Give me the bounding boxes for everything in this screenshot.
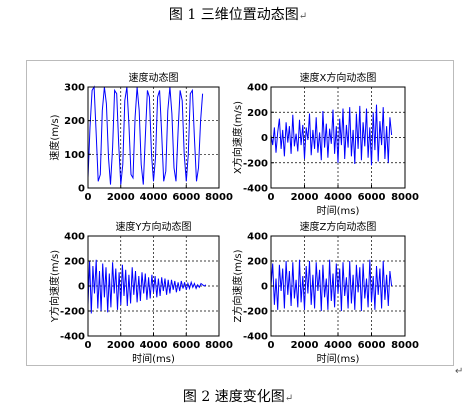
paragraph-return-mark: ↵ xyxy=(455,366,464,377)
x-axis-label: 时间(ms) xyxy=(317,204,360,217)
x-tick-label: 6000 xyxy=(172,192,200,203)
chart-title: 速度动态图 xyxy=(129,71,179,84)
chart-title: 速度Y方向动态图 xyxy=(115,220,191,233)
x-tick-label: 4000 xyxy=(324,192,352,203)
y-tick-label: 400 xyxy=(64,232,85,243)
x-tick-label: 0 xyxy=(268,340,275,351)
y-tick-label: 400 xyxy=(247,232,268,243)
series-line xyxy=(87,85,204,185)
x-tick-label: 2000 xyxy=(107,192,135,203)
y-tick-label: 0 xyxy=(261,133,268,144)
chart-title: 速度Z方向动态图 xyxy=(300,220,377,233)
chart-panel-2: 0 2000 4000 6000 8000 -400 -200 0 200 400 速度X方向动态图… xyxy=(231,71,419,217)
caption-bottom-text: 图 2 速度变化图 xyxy=(182,389,285,405)
x-tick-label: 0 xyxy=(85,192,92,203)
series-line xyxy=(270,104,393,166)
y-tick-label: 200 xyxy=(64,116,85,127)
series-line xyxy=(270,259,393,312)
x-tick-label: 4000 xyxy=(140,192,168,203)
x-tick-label: 0 xyxy=(268,192,275,203)
x-tick-label: 2000 xyxy=(291,340,319,351)
x-tick-label: 8000 xyxy=(391,340,419,351)
y-axis-label: Y方向速度(m/s) xyxy=(48,250,61,323)
y-tick-label: 200 xyxy=(247,257,268,268)
y-tick-label: 100 xyxy=(64,150,85,161)
x-tick-label: 6000 xyxy=(358,340,386,351)
figure-caption-top: 图 1 三维位置动态图↵ xyxy=(0,4,476,24)
chart-title: 速度X方向动态图 xyxy=(300,71,377,84)
x-axis-label: 时间(ms) xyxy=(317,352,360,365)
y-tick-label: -400 xyxy=(243,332,268,343)
chart-panel-3: 0 2000 4000 6000 8000 -400 -200 0 200 400 速度Y方向动态图… xyxy=(48,220,233,365)
x-tick-label: 0 xyxy=(85,340,92,351)
x-tick-label: 6000 xyxy=(358,192,386,203)
y-axis-label: 速度(m/s) xyxy=(48,114,61,160)
y-tick-label: 200 xyxy=(64,257,85,268)
y-tick-label: -400 xyxy=(243,184,268,195)
y-tick-label: -200 xyxy=(243,307,268,318)
x-axis-label: 时间(ms) xyxy=(132,352,175,365)
y-tick-label: -400 xyxy=(60,332,85,343)
figure-caption-bottom: 图 2 速度变化图↵ xyxy=(0,386,476,406)
x-tick-label: 4000 xyxy=(140,340,168,351)
y-tick-label: 200 xyxy=(247,108,268,119)
caption-bottom-return-mark: ↵ xyxy=(284,393,294,404)
y-tick-label: 0 xyxy=(78,184,85,195)
y-tick-label: 0 xyxy=(78,282,85,293)
series-line xyxy=(87,259,207,314)
x-tick-label: 8000 xyxy=(205,340,233,351)
chart-panel-4: 0 2000 4000 6000 8000 -400 -200 0 200 400 速度Z方向动态图… xyxy=(231,220,419,365)
x-tick-label: 2000 xyxy=(291,192,319,203)
x-tick-label: 8000 xyxy=(205,192,233,203)
y-tick-label: -200 xyxy=(60,307,85,318)
figure-frame xyxy=(26,60,454,366)
x-tick-label: 2000 xyxy=(107,340,135,351)
y-tick-label: 400 xyxy=(247,83,268,94)
y-axis-label: X方向速度(m/s) xyxy=(231,101,244,174)
caption-top-return-mark: ↵ xyxy=(298,11,308,22)
y-tick-label: 300 xyxy=(64,83,85,94)
y-axis-label: Z方向速度(m/s) xyxy=(231,249,244,322)
x-tick-label: 6000 xyxy=(172,340,200,351)
y-tick-label: 0 xyxy=(261,282,268,293)
y-tick-label: -200 xyxy=(243,158,268,169)
x-tick-label: 4000 xyxy=(324,340,352,351)
caption-top-text: 图 1 三维位置动态图 xyxy=(168,7,299,23)
x-tick-label: 8000 xyxy=(391,192,419,203)
